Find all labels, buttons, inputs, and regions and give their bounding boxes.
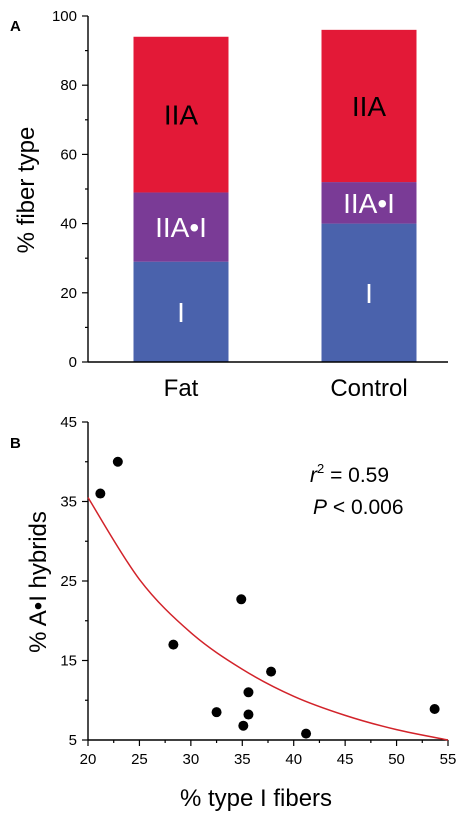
x-tick-label: 50 bbox=[388, 751, 405, 768]
r-symbol: r bbox=[310, 464, 318, 487]
segment-label: IIA•I bbox=[155, 212, 207, 243]
scatter-point bbox=[243, 709, 254, 720]
bar-segment-fat-0 bbox=[133, 261, 229, 362]
bar-segment-control-0 bbox=[321, 223, 417, 362]
scatter-point bbox=[112, 456, 123, 467]
x-tick-label: 55 bbox=[440, 751, 457, 768]
segment-label: I bbox=[365, 278, 373, 309]
category-label: Control bbox=[330, 375, 407, 402]
y-tick-label-b: 5 bbox=[69, 732, 77, 749]
x-tick-label: 30 bbox=[183, 751, 200, 768]
panel-label-a: A bbox=[10, 18, 21, 35]
y-tick-label: 20 bbox=[60, 285, 77, 302]
scatter-point bbox=[211, 707, 222, 718]
y-tick-label: 80 bbox=[60, 77, 77, 94]
x-axis-title-b: % type I fibers bbox=[180, 785, 332, 812]
scatter-point bbox=[238, 720, 249, 731]
segment-label: IIA•I bbox=[343, 188, 395, 219]
y-tick-label: 40 bbox=[60, 216, 77, 233]
p-value-annotation: P < 0.006 bbox=[313, 496, 404, 519]
segment-label: IIA bbox=[352, 91, 387, 122]
scatter-point bbox=[429, 703, 440, 714]
y-tick-label: 100 bbox=[52, 8, 77, 25]
y-tick-label-b: 15 bbox=[60, 653, 77, 670]
fit-curve bbox=[87, 497, 449, 741]
r-squared-value: = 0.59 bbox=[324, 464, 389, 487]
x-tick-label: 20 bbox=[80, 751, 97, 768]
r-superscript: 2 bbox=[317, 461, 324, 476]
x-tick-label: 25 bbox=[131, 751, 148, 768]
scatter-point bbox=[301, 728, 312, 739]
p-value: < 0.006 bbox=[327, 496, 403, 519]
segment-label: IIA bbox=[164, 100, 199, 131]
bar-segment-control-2 bbox=[321, 29, 417, 183]
segment-label: I bbox=[177, 297, 185, 328]
category-label: Fat bbox=[164, 375, 199, 402]
bar-segment-fat-1 bbox=[133, 192, 229, 262]
y-tick-label-b: 45 bbox=[60, 414, 77, 431]
scatter-point bbox=[168, 639, 179, 650]
r-squared-annotation: r2 = 0.59 bbox=[310, 461, 389, 487]
scatter-point bbox=[243, 687, 254, 698]
y-tick-label-b: 25 bbox=[60, 573, 77, 590]
y-axis-title-b: % A•I hybrids bbox=[25, 511, 52, 653]
scatter-point bbox=[236, 594, 247, 605]
y-axis-title: % fiber type bbox=[13, 127, 40, 254]
x-tick-label: 45 bbox=[337, 751, 354, 768]
p-symbol: P bbox=[313, 496, 327, 519]
scatter-point bbox=[95, 488, 106, 499]
bar-segment-fat-2 bbox=[133, 36, 229, 193]
y-tick-label: 60 bbox=[60, 146, 77, 163]
x-tick-label: 40 bbox=[285, 751, 302, 768]
y-tick-label-b: 35 bbox=[60, 494, 77, 511]
y-tick-label: 0 bbox=[69, 354, 77, 371]
panel-label-b: B bbox=[10, 435, 21, 452]
bar-segment-control-1 bbox=[321, 182, 417, 224]
panel-a-bar-chart: A I IIA•I IIA I IIA•I IIA Fat Control 0 20 40 60 80… bbox=[10, 8, 448, 402]
x-tick-label: 35 bbox=[234, 751, 251, 768]
scatter-point bbox=[266, 666, 277, 677]
